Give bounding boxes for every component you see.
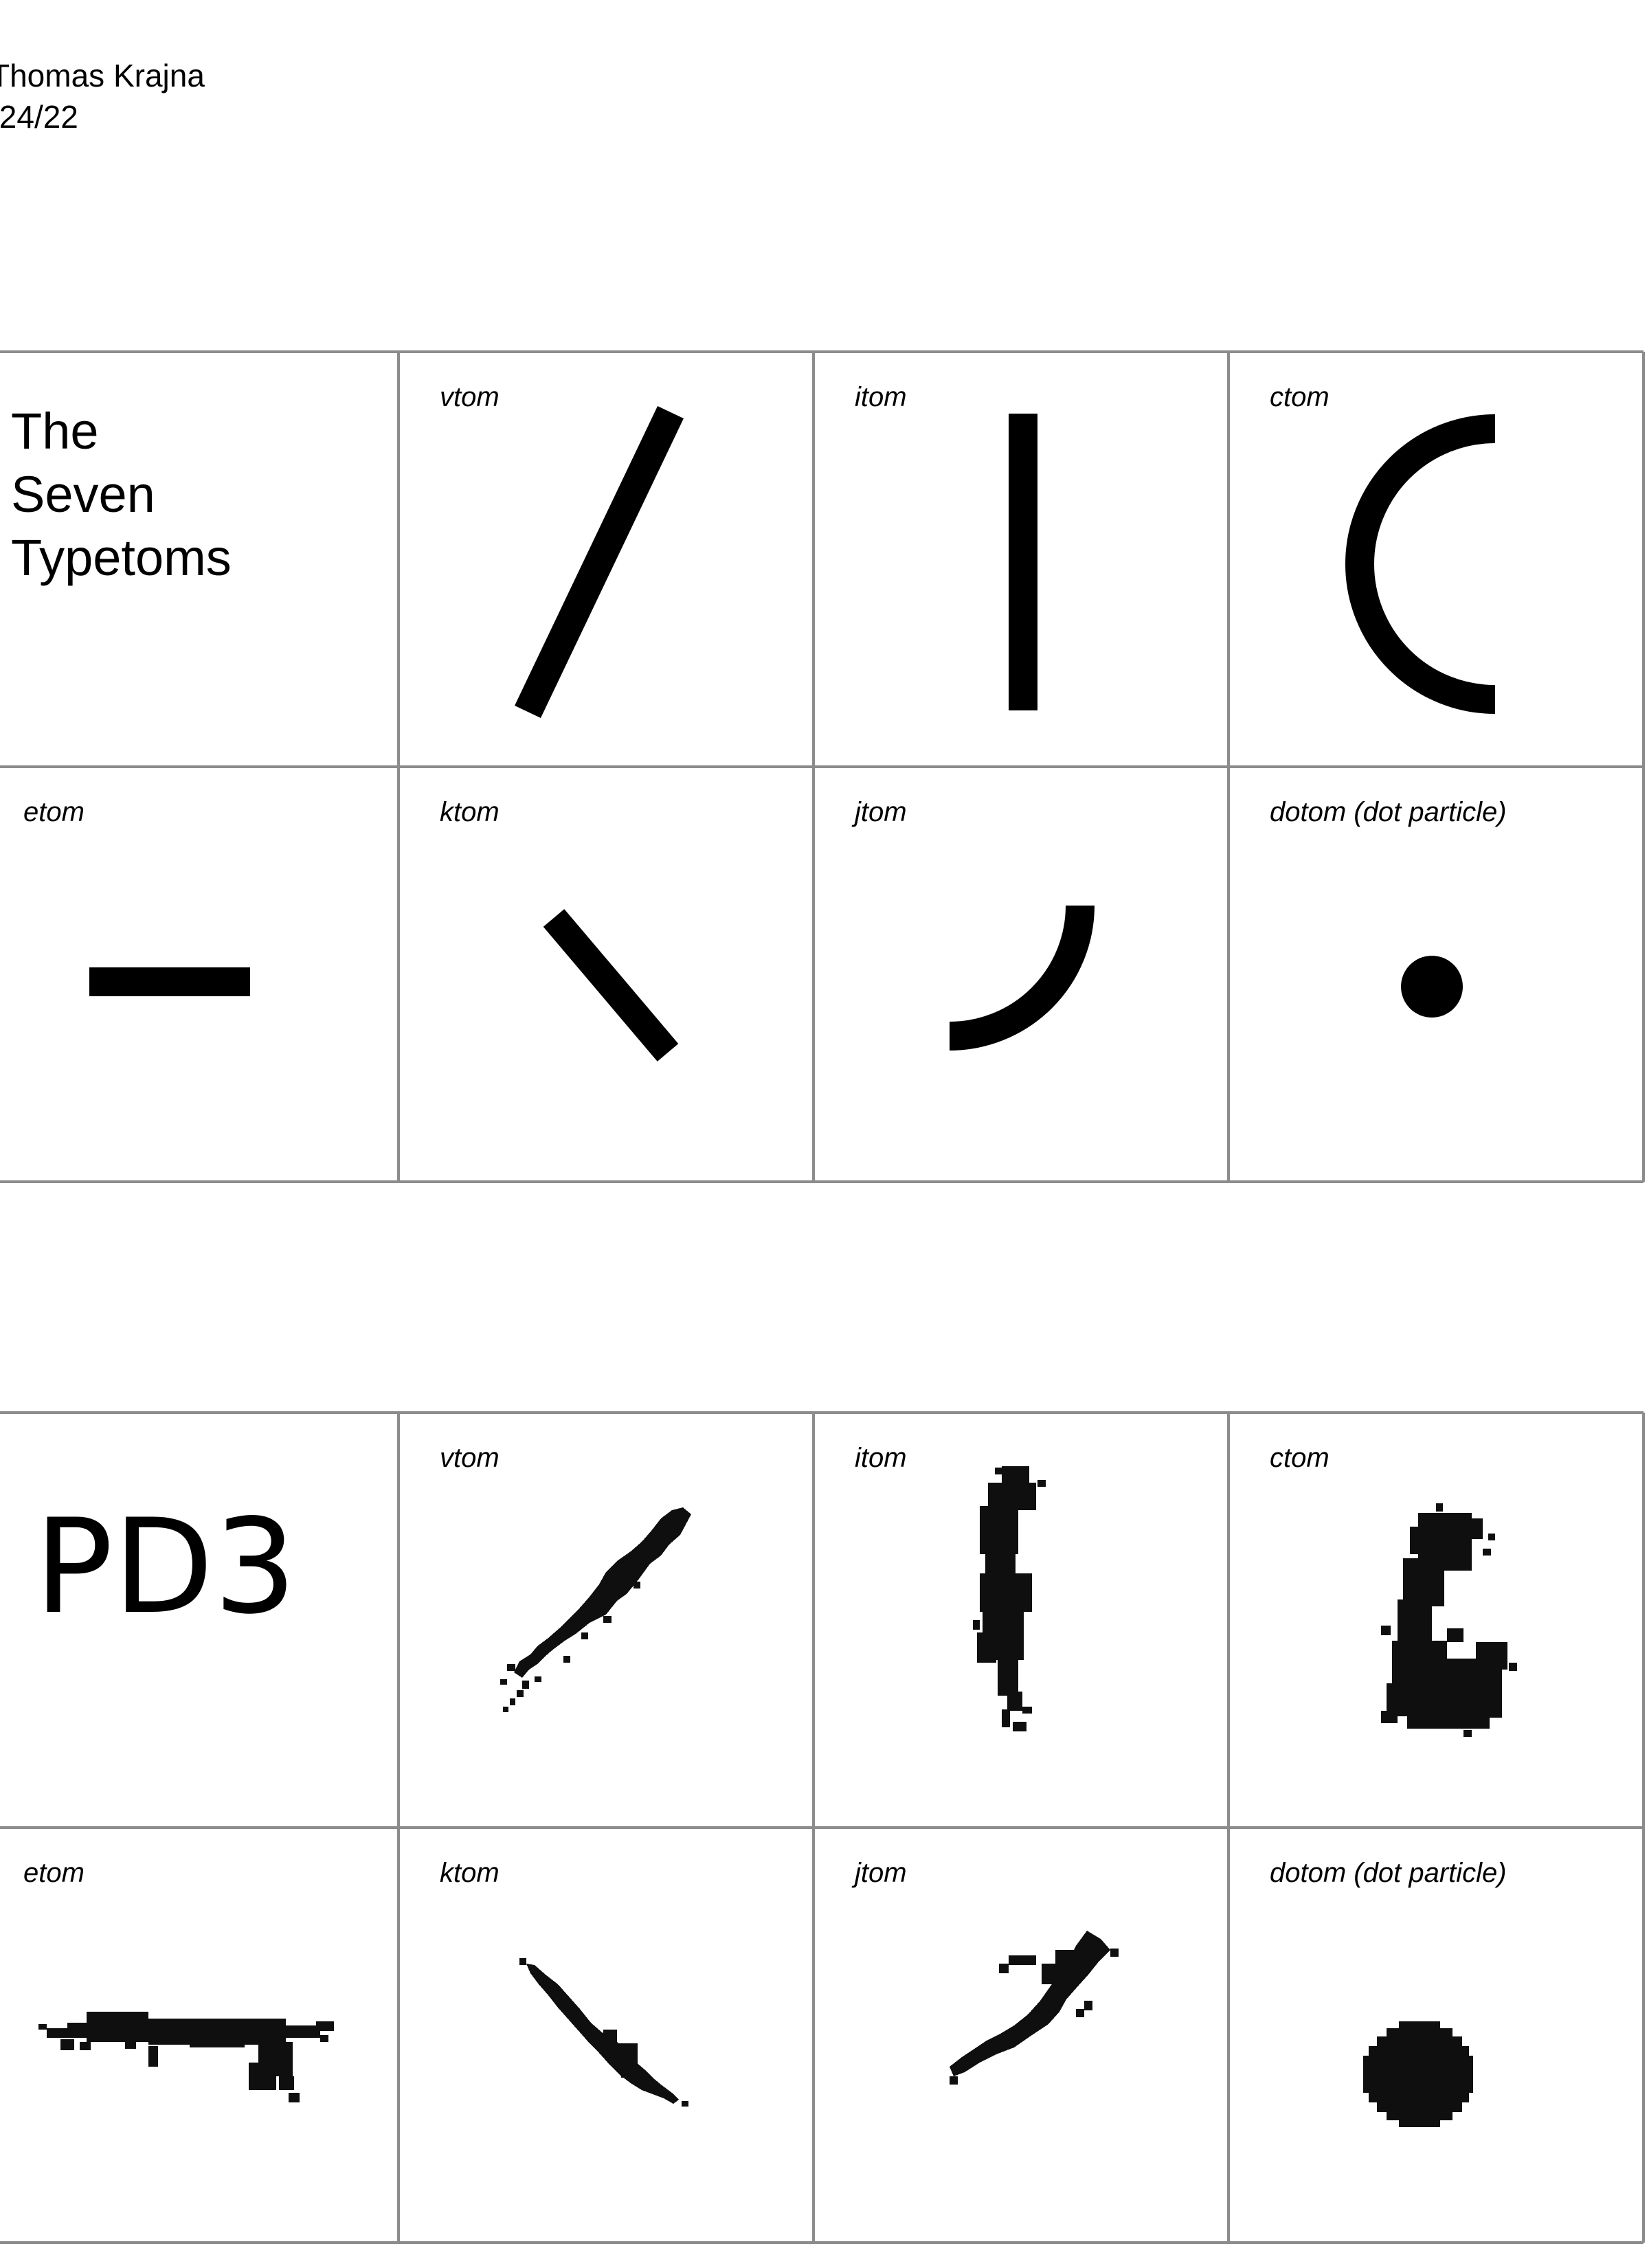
vtom-pixel-glyph bbox=[500, 1507, 691, 1712]
title-cell: PD3 bbox=[0, 1414, 399, 1829]
cell-ktom: ktom bbox=[400, 1829, 815, 2244]
cell-etom: etom bbox=[0, 1829, 399, 2244]
cell-dotom: dotom (dot particle) bbox=[1230, 768, 1645, 1183]
cell-dotom: dotom (dot particle) bbox=[1230, 1829, 1645, 2244]
date: /24/22 bbox=[0, 99, 78, 135]
jtom-pixel-glyph bbox=[950, 1931, 1119, 2085]
itom-pixel-glyph bbox=[973, 1466, 1046, 1731]
cell-label: dotom (dot particle) bbox=[1270, 1858, 1507, 1888]
header: Thomas Krajna /24/22 bbox=[0, 55, 205, 137]
ktom-glyph bbox=[543, 909, 679, 1062]
cell-ctom: ctom bbox=[1230, 353, 1645, 768]
cell-vtom: vtom bbox=[400, 1414, 815, 1829]
cell-label: ctom bbox=[1270, 1443, 1330, 1473]
itom-glyph bbox=[1009, 414, 1037, 710]
vtom-glyph bbox=[515, 405, 684, 719]
cell-itom: itom bbox=[815, 1414, 1230, 1829]
cell-label: etom bbox=[23, 797, 85, 827]
title-cell: The Seven Typetoms bbox=[0, 353, 399, 768]
ctom-glyph bbox=[1345, 414, 1496, 714]
jtom-glyph bbox=[949, 905, 1095, 1051]
cell-label: itom bbox=[855, 1443, 907, 1473]
cell-label: vtom bbox=[440, 382, 500, 412]
author-name: Thomas Krajna bbox=[0, 58, 205, 93]
cell-label: jtom bbox=[855, 1858, 907, 1888]
cell-vtom: vtom bbox=[400, 353, 815, 768]
typetoms-grid: The Seven Typetoms vtom itom ctom etom k… bbox=[0, 349, 1649, 1189]
cell-ktom: ktom bbox=[400, 768, 815, 1183]
cell-label: dotom (dot particle) bbox=[1270, 797, 1507, 827]
grid-title: The Seven Typetoms bbox=[11, 403, 232, 586]
grid-lines bbox=[0, 350, 1645, 1183]
dotom-glyph bbox=[1401, 956, 1463, 1018]
cell-jtom: jtom bbox=[815, 1829, 1230, 2244]
cell-label: ctom bbox=[1270, 382, 1330, 412]
cell-itom: itom bbox=[815, 353, 1230, 768]
cell-jtom: jtom bbox=[815, 768, 1230, 1183]
cell-label: etom bbox=[23, 1858, 85, 1888]
dotom-pixel-glyph bbox=[1363, 2021, 1473, 2127]
etom-glyph bbox=[89, 967, 250, 996]
cell-label: ktom bbox=[440, 797, 500, 827]
cell-label: itom bbox=[855, 382, 907, 412]
etom-pixel-glyph bbox=[38, 2012, 334, 2102]
pd3-grid: PD3 vtom itom bbox=[0, 1410, 1649, 2249]
cell-ctom: ctom bbox=[1230, 1414, 1645, 1829]
cell-label: jtom bbox=[855, 797, 907, 827]
ktom-pixel-glyph bbox=[519, 1958, 688, 2107]
ctom-pixel-glyph bbox=[1381, 1503, 1517, 1737]
cell-label: ktom bbox=[440, 1858, 500, 1888]
cell-etom: etom bbox=[0, 768, 399, 1183]
cell-label: vtom bbox=[440, 1443, 500, 1473]
grid-title: PD3 bbox=[34, 1491, 297, 1643]
grid-lines bbox=[0, 1411, 1645, 2244]
